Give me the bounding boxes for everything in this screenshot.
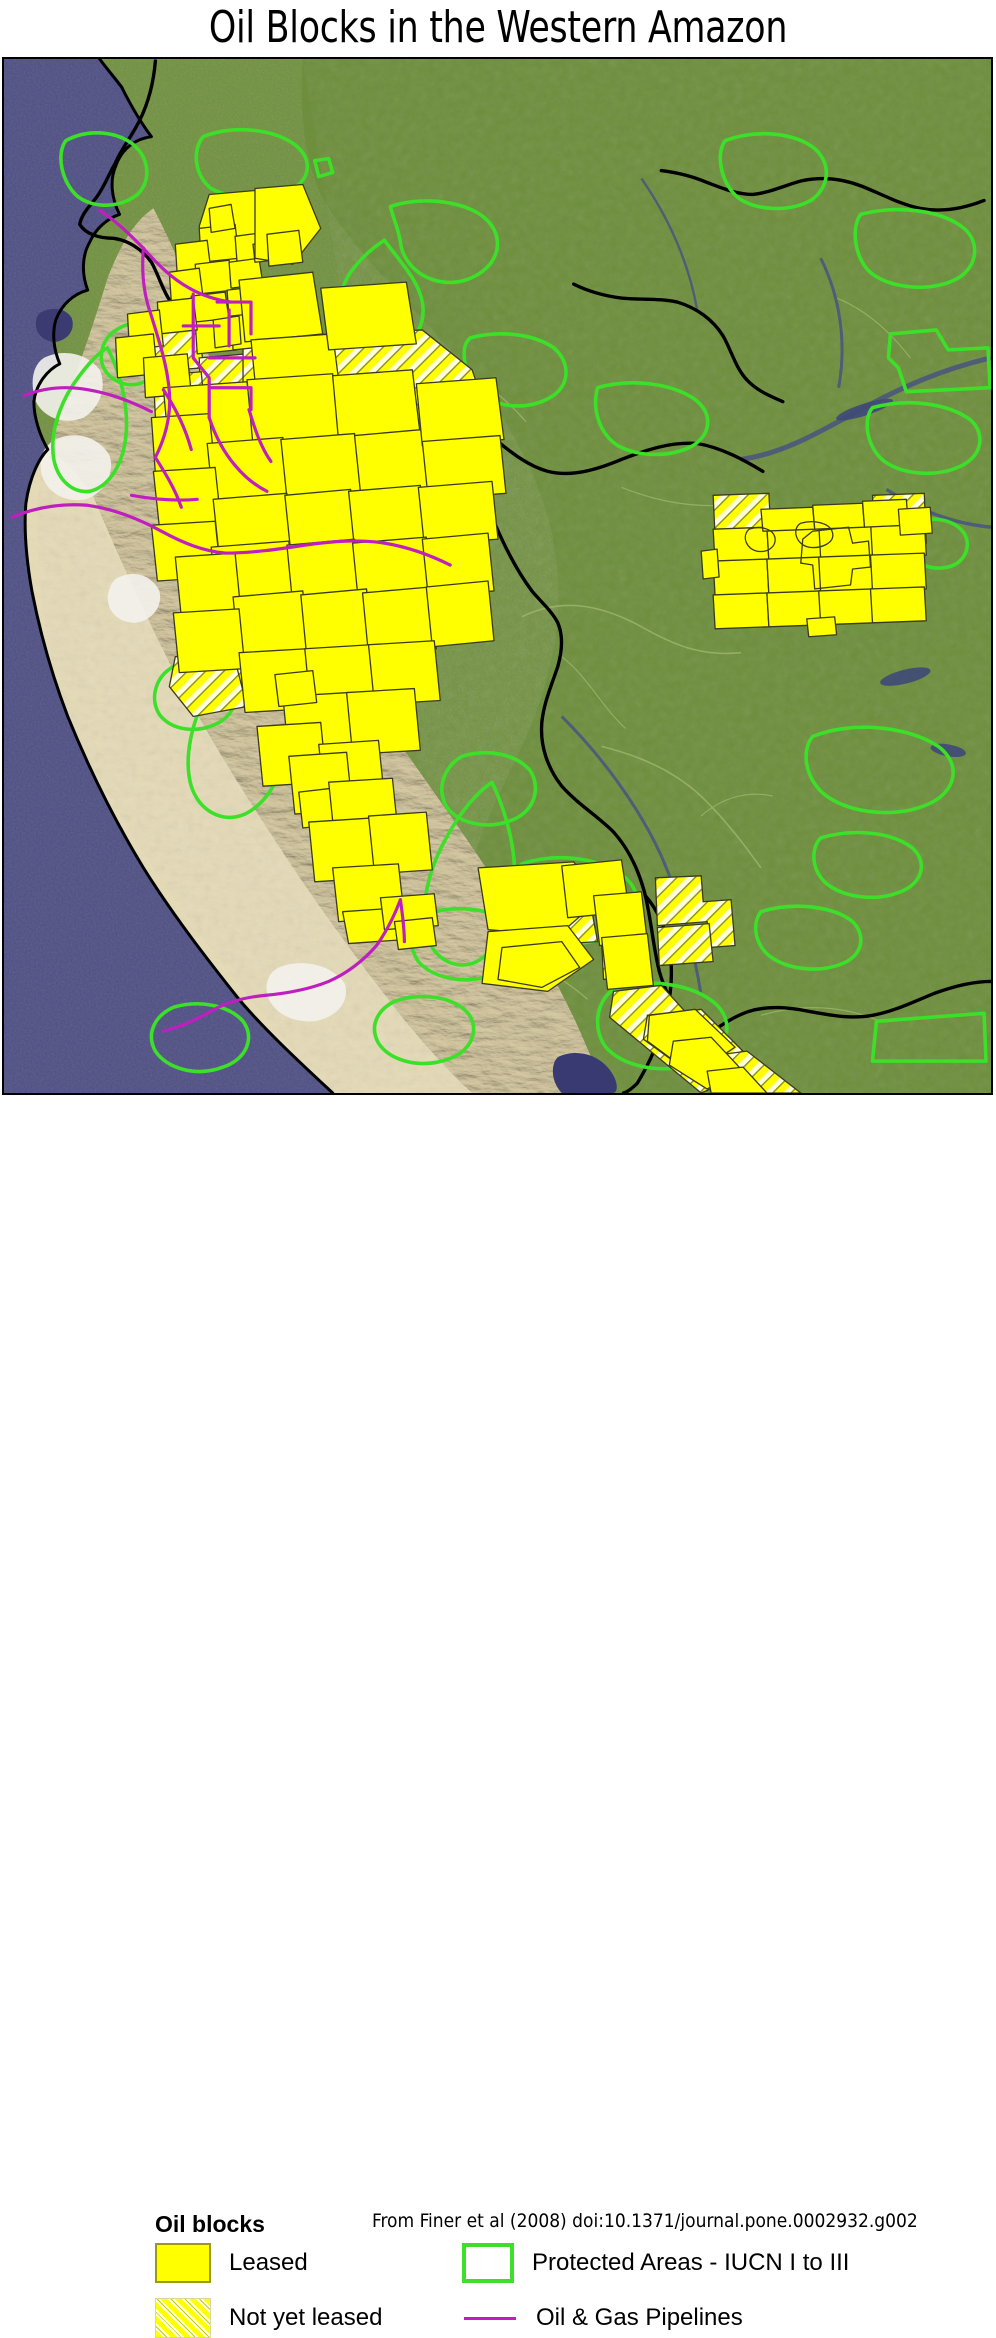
protected-enclaves-in-blocks <box>744 521 872 590</box>
not-leased-swatch-icon <box>155 2298 211 2338</box>
coastline-pacific <box>23 59 335 1093</box>
legend-item-leased[interactable]: Leased <box>155 2243 308 2283</box>
leased-swatch-icon <box>155 2243 211 2283</box>
protected-small-north <box>312 156 335 179</box>
lake-titicaca <box>552 1052 617 1093</box>
legend-item-pipelines-label: Oil & Gas Pipelines <box>536 2304 743 2331</box>
map-canvas[interactable] <box>2 57 993 1095</box>
map-svg <box>4 59 991 1093</box>
legend: Oil blocks From Finer et al (2008) doi:1… <box>0 1098 996 2338</box>
legend-item-leased-label: Leased <box>229 2249 308 2276</box>
amazon-texture <box>302 59 991 1093</box>
border-brazil-colombia <box>659 168 986 212</box>
page-title: Oil Blocks in the Western Amazon <box>208 2 788 53</box>
oil-gas-pipelines[interactable] <box>10 208 452 1033</box>
legend-item-protected-label: Protected Areas - IUCN I to III <box>532 2249 850 2276</box>
border-bolivia-brazil <box>697 979 991 1043</box>
legend-item-pipelines[interactable]: Oil & Gas Pipelines <box>462 2298 743 2338</box>
attribution-text: From Finer et al (2008) doi:10.1371/jour… <box>372 2210 918 2232</box>
border-brazil-interior <box>571 282 785 404</box>
legend-heading: Oil blocks <box>155 2211 265 2237</box>
legend-item-not-leased-label: Not yet leased <box>229 2304 383 2331</box>
legend-item-not-leased[interactable]: Not yet leased <box>155 2298 382 2338</box>
coastal-desert-texture <box>37 449 473 1093</box>
protected-area-swatch-icon <box>462 2243 514 2283</box>
oil-blocks-leased[interactable] <box>114 183 933 1093</box>
legend-item-protected[interactable]: Protected Areas - IUCN I to III <box>462 2243 849 2283</box>
pipeline-swatch-icon <box>462 2298 518 2338</box>
